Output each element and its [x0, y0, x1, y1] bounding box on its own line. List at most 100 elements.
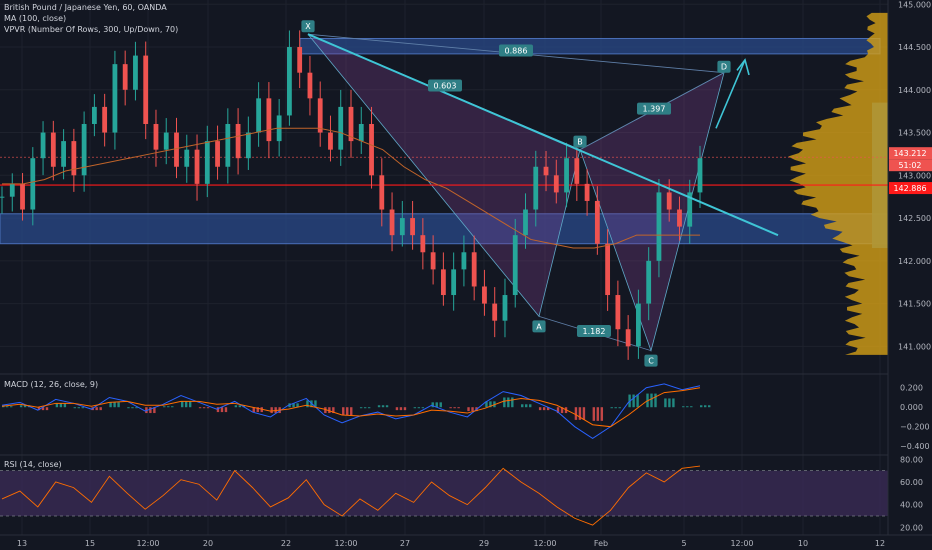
rsi-line [1, 465, 701, 526]
macd-histogram-bar [399, 407, 403, 411]
pattern-label-box [577, 324, 611, 337]
candle-body [20, 183, 25, 210]
macd-histogram-bar [574, 407, 578, 420]
macd-histogram-bar [198, 407, 202, 409]
macd-histogram-bar [342, 407, 345, 415]
macd-histogram-bar [385, 405, 389, 408]
macd-histogram-bar [439, 402, 442, 408]
macd-histogram-bar [542, 407, 546, 411]
macd-histogram-bar [350, 407, 353, 415]
candle-body [133, 55, 138, 90]
candle-body [666, 192, 672, 210]
macd-histogram-bar [672, 398, 675, 408]
candle-body [163, 132, 169, 150]
candle-body [174, 132, 179, 167]
current-price-badge-bg [889, 147, 932, 160]
pattern-label: 0.603 [434, 82, 457, 91]
macd-histogram-bar [538, 407, 542, 411]
macd-panel [1, 383, 711, 439]
ma-legend[interactable]: MA (100, close) [4, 14, 67, 23]
macd-histogram-bar [413, 407, 417, 409]
macd-histogram-bar [296, 403, 299, 408]
macd-tick-label: 0.000 [900, 403, 923, 412]
candle-body [245, 132, 251, 159]
candle-body [605, 243, 611, 296]
macd-histogram-bar [224, 407, 228, 413]
rsi-legend[interactable]: RSI (14, close) [4, 460, 62, 469]
macd-histogram-bar [431, 402, 434, 408]
candle-body [502, 295, 508, 321]
macd-histogram-bar [6, 406, 9, 408]
macd-histogram-bar [2, 406, 5, 408]
macd-histogram-bar [95, 407, 98, 411]
macd-histogram-bar [328, 407, 331, 414]
macd-histogram-bar [556, 407, 560, 414]
projection-arrow [715, 59, 746, 129]
macd-histogram-bar [592, 407, 596, 421]
x-tick-label: 20 [203, 539, 213, 548]
macd-legend[interactable]: MACD (12, 26, close, 9) [4, 380, 99, 389]
macd-tick-label: −0.400 [900, 442, 930, 451]
macd-histogram-bar [270, 407, 273, 414]
pattern-label-box [717, 60, 731, 73]
x-tick-label: 13 [17, 539, 27, 548]
ma100-path [2, 127, 700, 249]
macd-histogram-bar [153, 407, 156, 414]
vpvr-legend[interactable]: VPVR (Number Of Rows, 300, Up/Down, 70) [4, 25, 179, 34]
candle-body [677, 209, 682, 227]
candle-body [389, 209, 395, 236]
candle-body [358, 124, 364, 142]
macd-histogram-bar [135, 407, 138, 409]
candle-body [307, 72, 313, 99]
macd-histogram-bar [332, 407, 335, 414]
x-tick-label: 22 [281, 539, 291, 548]
x-tick-label: 12:00 [334, 539, 357, 548]
pattern-label: 1.397 [643, 105, 666, 114]
macd-histogram-bar [395, 407, 399, 411]
candle-body [71, 141, 77, 176]
candles [0, 30, 703, 360]
x-tick-label: 27 [400, 539, 410, 548]
price-tick-label: 142.000 [898, 257, 931, 266]
x-tick-label: 29 [479, 539, 489, 548]
macd-histogram-bar [511, 397, 514, 408]
candle-body [451, 269, 457, 296]
candle-body [553, 175, 559, 193]
candle-body [482, 286, 487, 304]
macd-histogram-bar [81, 407, 84, 409]
price-tick-label: 143.500 [898, 129, 931, 138]
ma-line [2, 127, 700, 249]
macd-histogram-bar [59, 403, 63, 408]
macd-histogram-bar [167, 406, 170, 408]
candle-body [440, 269, 446, 296]
macd-histogram-bar [131, 407, 134, 409]
macd-histogram-bar [324, 407, 327, 414]
x-tick-label: Feb [594, 539, 608, 548]
macd-histogram-bar [314, 400, 317, 408]
macd-histogram-bar [180, 401, 184, 408]
macd-histogram-bar [529, 404, 532, 408]
macd-histogram-bar [19, 405, 23, 408]
macd-histogram-bar [63, 403, 67, 408]
macd-histogram-bar [37, 407, 41, 411]
candle-body [143, 55, 149, 124]
macd-histogram-bar [600, 407, 604, 421]
candle-body [0, 196, 5, 198]
candle-body [50, 132, 56, 167]
pattern-label-box [637, 102, 671, 115]
macd-histogram-bar [485, 401, 488, 408]
macd-histogram-bar [171, 406, 174, 408]
macd-histogram-bar [184, 401, 188, 408]
pattern-label: C [648, 357, 654, 366]
pattern-label: B [577, 138, 583, 147]
macd-histogram-bar [525, 404, 528, 408]
macd-histogram-bar [650, 393, 653, 408]
pattern-label-box [428, 79, 462, 92]
pattern-label: D [721, 63, 727, 72]
candle-body [122, 64, 128, 90]
price-tick-label: 142.500 [898, 214, 931, 223]
macd-histogram-bar [55, 403, 59, 408]
macd-histogram-bar [507, 397, 510, 408]
macd-histogram-bar [690, 406, 693, 408]
